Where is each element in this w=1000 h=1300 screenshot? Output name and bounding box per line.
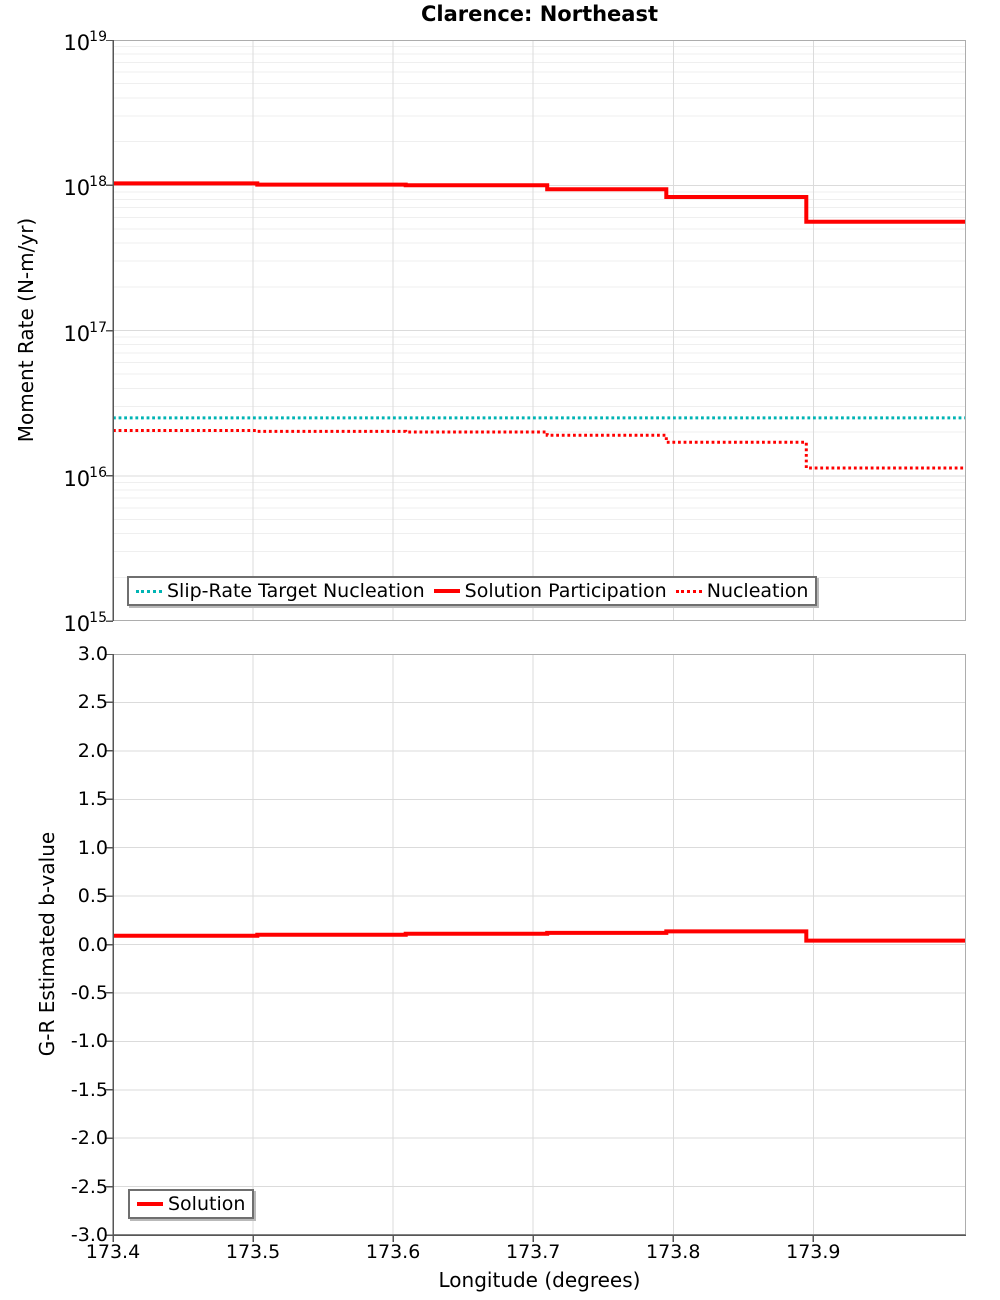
- legend-entry-solution-participation: Solution Participation: [433, 580, 667, 602]
- bottom-y-tick-label: 2.5: [77, 691, 108, 714]
- legend-label: Solution: [168, 1193, 246, 1215]
- bottom-y-tick-label: -2.5: [70, 1175, 108, 1198]
- series-line-solution-participation: [113, 181, 966, 224]
- top-y-tick-label: 1019: [63, 29, 107, 55]
- gridlines: [113, 654, 966, 1235]
- x-tick-label: 173.7: [505, 1241, 561, 1263]
- bottom-y-tick-label: -0.5: [70, 981, 108, 1004]
- x-tick-label: 173.6: [365, 1241, 421, 1263]
- bottom-plot-b-value: [106, 654, 966, 1242]
- x-tick-label: 173.8: [646, 1241, 701, 1263]
- legend-entry-solution: Solution: [137, 1193, 245, 1215]
- bottom-y-tick-label: 2.0: [77, 739, 108, 762]
- gridlines: [113, 40, 966, 621]
- series-line-solution: [113, 929, 966, 943]
- top-y-tick-label: 1015: [63, 610, 107, 636]
- solution-participation-swatch-icon: [433, 589, 460, 593]
- bottom-y-tick-label: 1.5: [77, 788, 108, 811]
- top-y-tick-label: 1017: [63, 319, 107, 346]
- bottom-y-tick-label: -2.0: [70, 1127, 108, 1150]
- x-tick-label: 173.9: [786, 1241, 841, 1263]
- x-axis-label: Longitude (degrees): [438, 1268, 641, 1292]
- bottom-y-tick-label: -3.0: [70, 1224, 108, 1246]
- legend-label: Nucleation: [706, 580, 809, 602]
- solution-swatch-icon: [137, 1202, 163, 1206]
- top-y-tick-label: 1018: [63, 174, 107, 201]
- axes: [106, 654, 966, 1242]
- legend-label: Solution Participation: [464, 580, 667, 602]
- bottom-y-tick-label: 0.0: [77, 933, 108, 956]
- data-series: [113, 929, 966, 943]
- bottom-y-tick-label: 0.5: [77, 885, 108, 908]
- slip-rate-target-swatch-icon: [136, 589, 162, 593]
- bottom-y-tick-label: -1.5: [70, 1078, 108, 1101]
- legend-entry-nucleation: Nucleation: [675, 580, 809, 602]
- series-line-nucleation: [113, 429, 966, 470]
- legend-label: Slip-Rate Target Nucleation: [167, 580, 425, 602]
- bottom-legend: Solution: [128, 1189, 255, 1219]
- bottom-y-tick-label: 3.0: [77, 643, 108, 665]
- nucleation-swatch-icon: [675, 589, 702, 593]
- x-tick-label: 173.5: [225, 1241, 281, 1263]
- legend-entry-slip-rate-target-nucleation: Slip-Rate Target Nucleation: [136, 580, 425, 602]
- axes: [106, 40, 966, 622]
- top-y-tick-label: 1016: [63, 464, 107, 491]
- x-tick-label: 173.4: [85, 1241, 141, 1263]
- top-legend: Slip-Rate Target Nucleation Solution Par…: [127, 576, 818, 606]
- bottom-y-tick-label: -1.0: [70, 1030, 108, 1053]
- chart-title: Clarence: Northeast: [420, 2, 659, 26]
- data-series: [113, 181, 966, 470]
- top-plot-moment-rate: [106, 40, 966, 622]
- bottom-y-tick-label: 1.0: [77, 836, 108, 859]
